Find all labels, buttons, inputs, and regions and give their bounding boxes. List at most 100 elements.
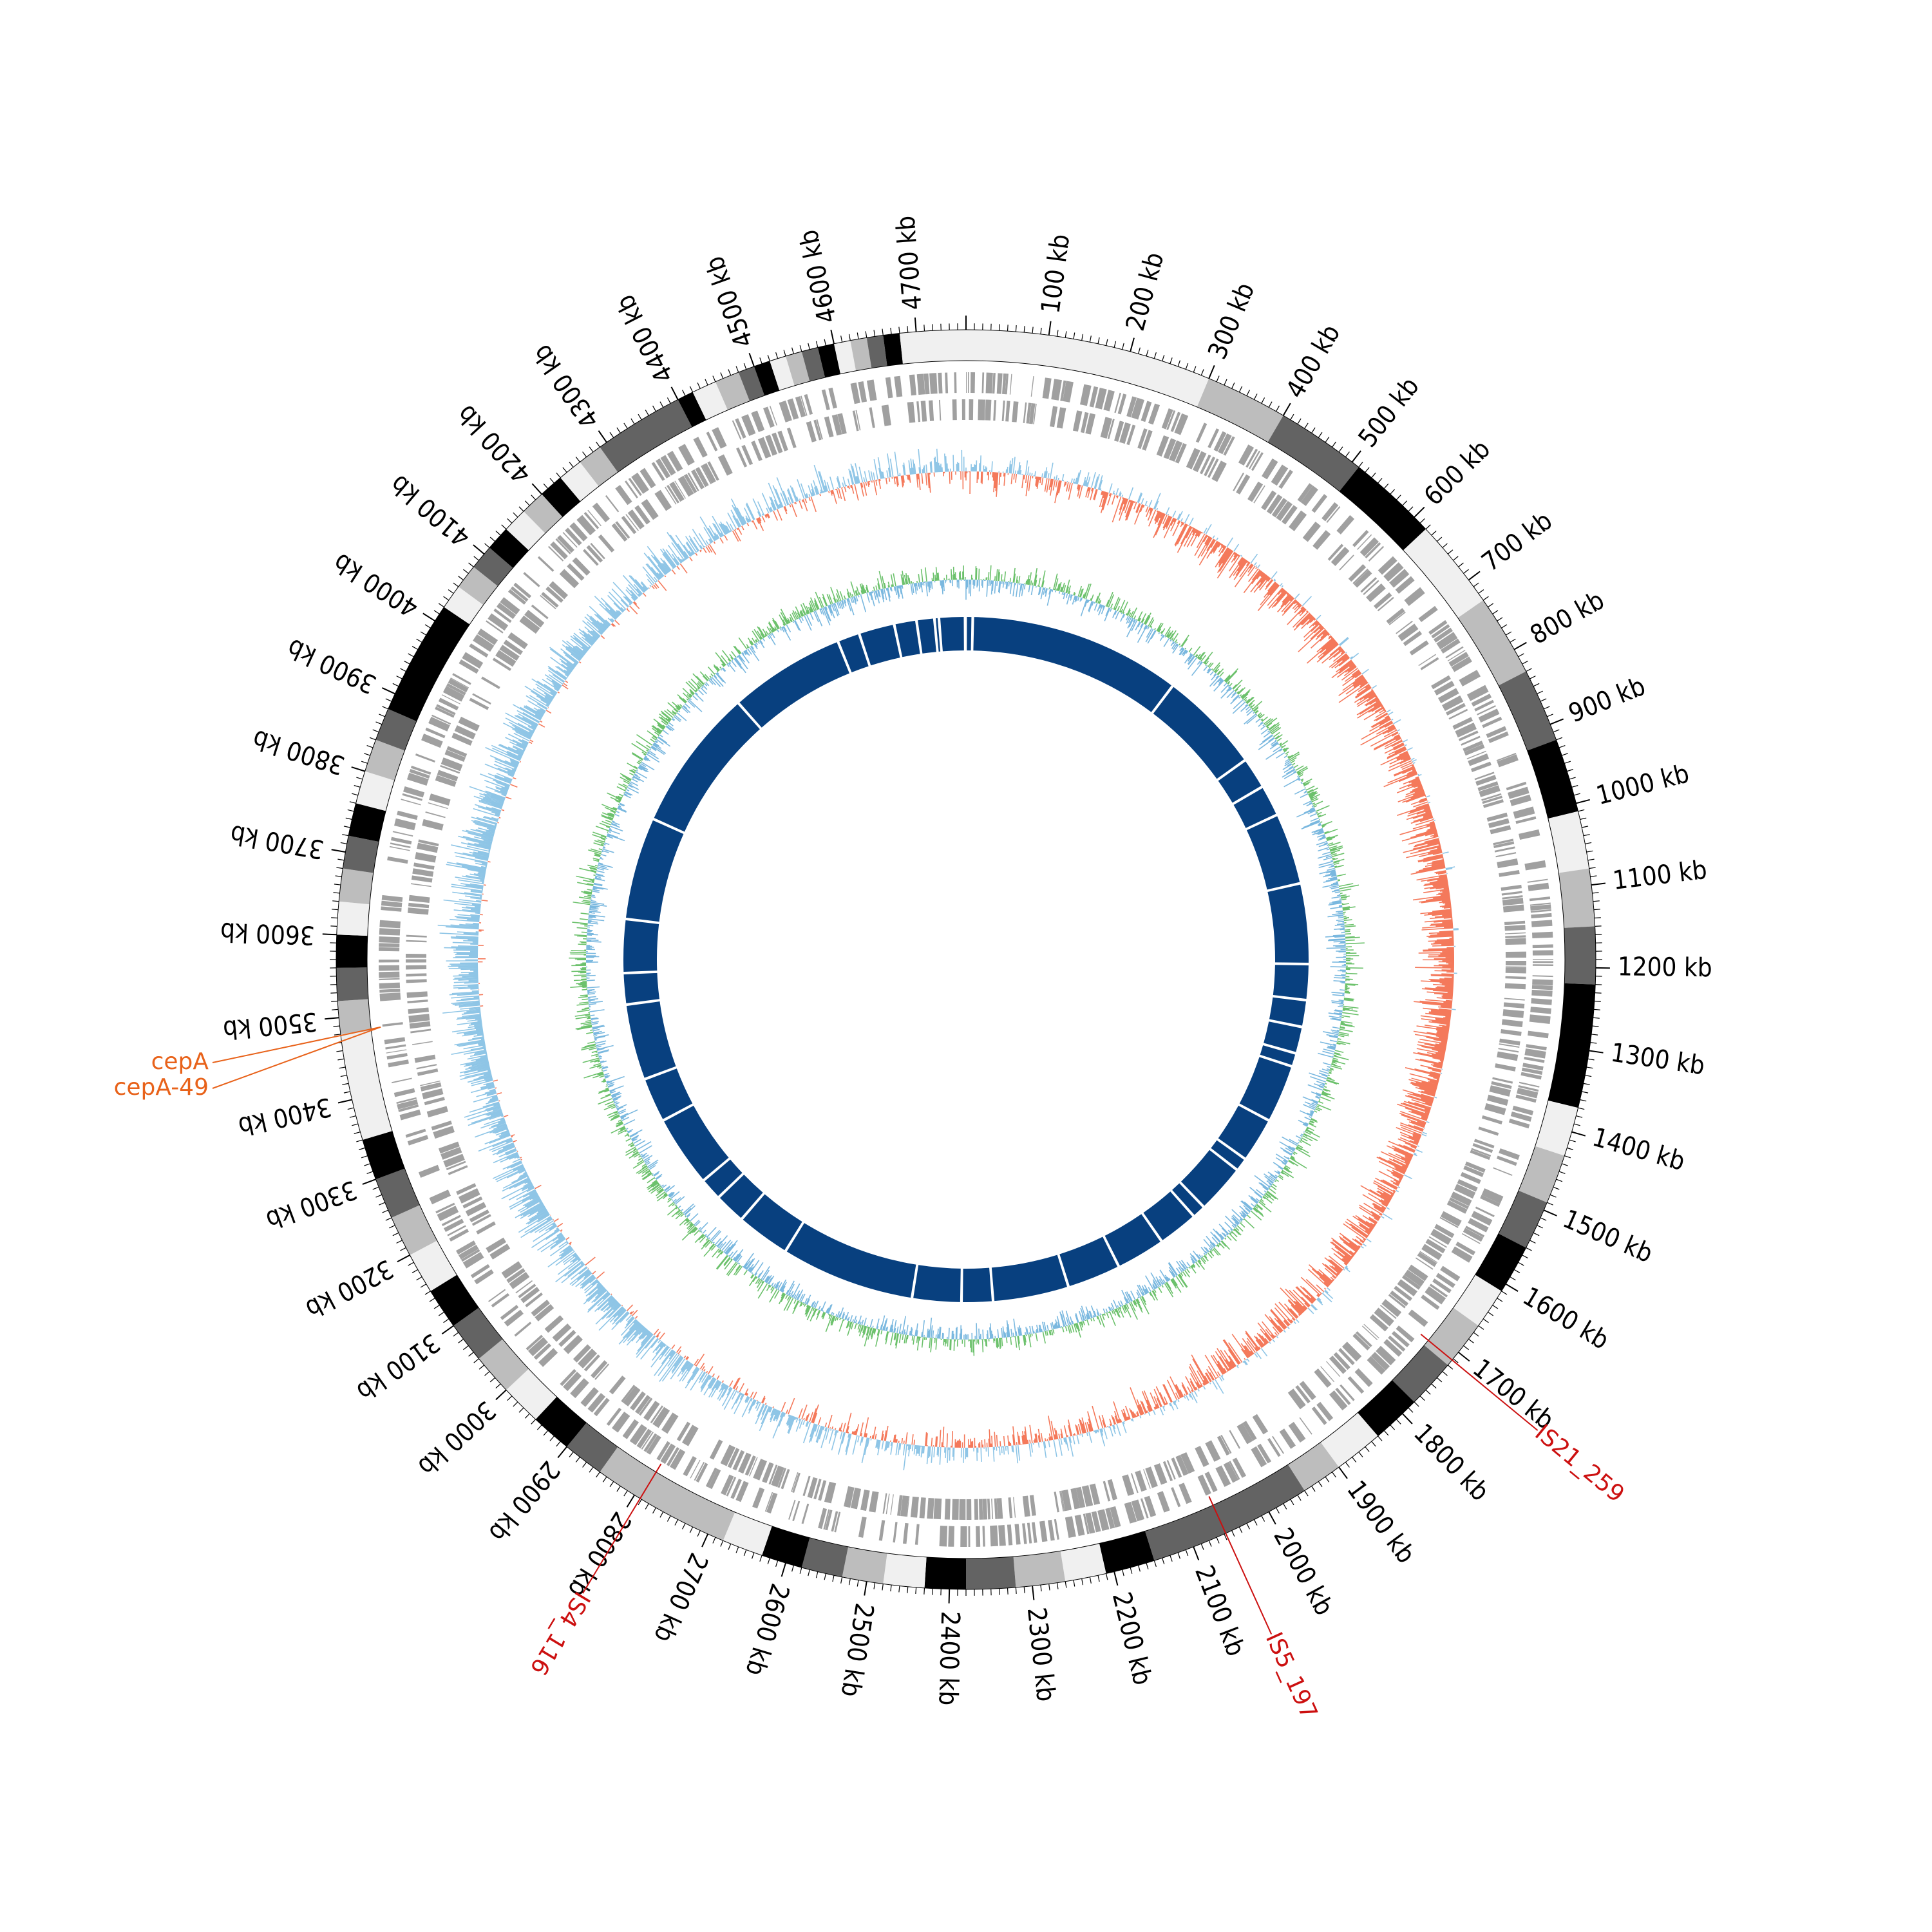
gene-block (441, 1215, 461, 1226)
gene-block (828, 387, 837, 409)
gene-block (732, 1450, 745, 1471)
gene-block (1170, 412, 1181, 432)
minor-tick (1089, 1577, 1092, 1584)
gene-block (1135, 1470, 1147, 1492)
gene-block (443, 1153, 465, 1168)
gene-block (1397, 623, 1419, 641)
gene-block (1472, 1142, 1493, 1153)
gene-block (683, 473, 697, 494)
gene-block (1229, 1461, 1240, 1480)
gene-block (440, 764, 460, 774)
minor-tick (623, 422, 628, 429)
gene-block (961, 399, 965, 421)
gene-block (428, 802, 448, 810)
gene-block (379, 960, 400, 963)
gene-block (650, 1405, 663, 1424)
minor-tick (364, 1163, 370, 1166)
contig-segment (1172, 1183, 1203, 1215)
ideogram-band (866, 335, 887, 368)
major-tick (1193, 1546, 1200, 1560)
minor-tick (1402, 500, 1408, 506)
gene-block (1131, 1499, 1144, 1522)
gene-block (967, 372, 969, 393)
gene-block (897, 1495, 903, 1516)
minor-tick (1442, 543, 1448, 548)
gene-block (606, 1407, 622, 1426)
minor-tick (1583, 1083, 1590, 1085)
ideogram-band (677, 392, 706, 428)
minor-tick (1564, 761, 1571, 764)
gene-block (998, 1524, 1006, 1546)
gene-block (948, 1526, 954, 1547)
minor-tick (712, 375, 716, 382)
gene-block (1510, 794, 1531, 806)
gene-block (492, 658, 512, 671)
minor-tick (1473, 1332, 1479, 1337)
gene-block (583, 511, 600, 529)
minor-tick (1089, 336, 1092, 343)
tick-label: 1100 kb (1611, 855, 1709, 896)
gene-block (1022, 1495, 1030, 1517)
gene-block (916, 401, 921, 422)
tick-label: 2900 kb (482, 1455, 565, 1548)
minor-tick (659, 1511, 664, 1518)
gene-block (547, 545, 564, 562)
gene-block (1267, 1437, 1281, 1457)
gene-block (1440, 1211, 1462, 1227)
ideogram-ring (336, 329, 1596, 1590)
minor-tick (336, 1050, 343, 1052)
gene-block (1162, 1461, 1173, 1481)
gene-block (928, 400, 934, 421)
gene-block (1409, 640, 1429, 656)
gene-block (1110, 1506, 1121, 1528)
gene-block (890, 1494, 894, 1515)
gene-block (435, 706, 455, 718)
gene-block (504, 1309, 524, 1327)
gene-block (1171, 1457, 1182, 1478)
gene-block (1369, 1314, 1388, 1332)
gene-block (792, 1472, 800, 1493)
minor-tick (1023, 1586, 1025, 1593)
gene-block (636, 1428, 652, 1449)
tick-label: 3900 kb (283, 632, 381, 699)
minor-tick (815, 341, 819, 348)
contig-segment (1233, 788, 1276, 828)
gene-block (1496, 753, 1517, 762)
minor-tick (1325, 437, 1330, 443)
gene-block (813, 419, 822, 440)
gene-block (866, 379, 877, 401)
minor-tick (342, 1083, 349, 1085)
gene-block (386, 1049, 407, 1054)
feature-connector (1420, 1333, 1539, 1431)
gene-block (379, 928, 401, 936)
ideogram-band (453, 1307, 503, 1359)
gene-block (736, 447, 748, 468)
gene-block (643, 1401, 660, 1421)
minor-tick (1106, 339, 1108, 346)
ideogram-band (1498, 671, 1557, 751)
gene-block (422, 819, 444, 831)
gene-block (1532, 964, 1553, 967)
gene-block (1532, 959, 1553, 960)
ideogram-band (1358, 1380, 1415, 1436)
gene-block (1501, 1019, 1523, 1028)
gene-block (458, 1188, 480, 1204)
gene-block (1299, 1417, 1312, 1435)
gene-block (1499, 1038, 1520, 1046)
gene-block (1388, 1335, 1406, 1352)
minor-tick (1311, 427, 1316, 433)
gene-block (1171, 1487, 1181, 1508)
major-tick (670, 386, 679, 400)
gene-block (1289, 510, 1307, 531)
minor-tick (1122, 1569, 1124, 1577)
gene-block (545, 586, 564, 603)
gene-block (1530, 904, 1551, 911)
gene-block (919, 1497, 926, 1519)
gene-block (1014, 1524, 1021, 1545)
minor-tick (361, 1155, 368, 1159)
gene-block (976, 1526, 981, 1547)
tick-label: 2000 kb (1267, 1523, 1339, 1620)
minor-tick (1431, 530, 1437, 536)
minor-tick (1177, 1552, 1181, 1559)
minor-tick (799, 1567, 802, 1574)
